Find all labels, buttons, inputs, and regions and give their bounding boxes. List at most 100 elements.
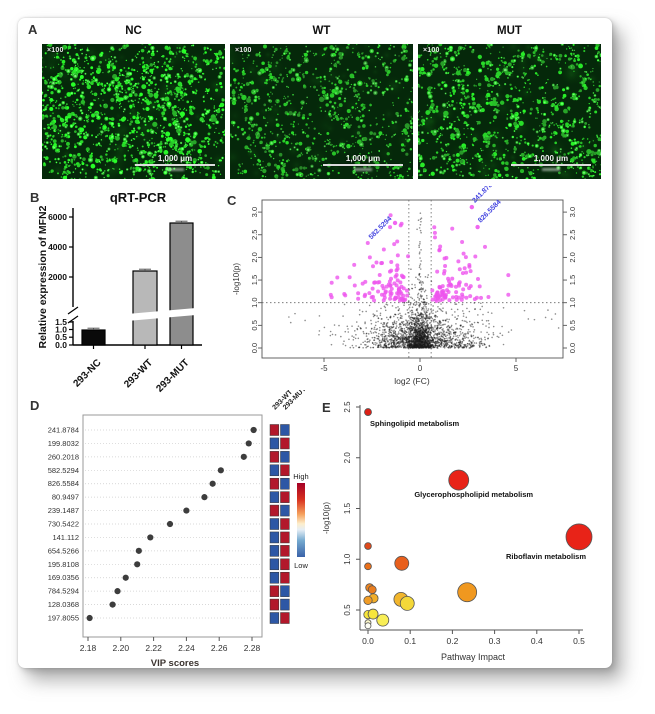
heatmap-cell-wt	[269, 585, 280, 597]
microscopy-image-mut	[418, 44, 601, 179]
y-tick-label: 1.5	[343, 502, 352, 514]
vip-dot	[86, 614, 93, 622]
heatmap-cell-mut	[280, 477, 290, 490]
heatmap-cell-mut	[280, 545, 290, 557]
pathway-label: Glycerophospholipid metabolism	[414, 490, 533, 499]
figure-card: A B C D E NC ×100 1,000 μm WT ×100 1,000…	[18, 18, 612, 668]
panel-d-label: D	[30, 398, 40, 413]
feature-label: 784.5294	[48, 587, 79, 596]
microscopy-image-nc	[42, 44, 225, 179]
panel-e-pathway-plot: 0.0 0.1 0.2 0.3 0.4 0.5 0.5 1.0 1.5 2.0 2.5 Pathway…	[322, 401, 593, 662]
pathway-bubble-sphingolipid	[364, 408, 372, 416]
panel-c-label: C	[227, 193, 237, 208]
feature-label: 169.0356	[48, 573, 79, 582]
microscopy-title-wt: WT	[312, 25, 331, 37]
pathway-bubble-glycerophospholipid	[448, 469, 470, 491]
vip-dot	[166, 520, 174, 528]
heatmap-cell-mut	[280, 424, 290, 436]
scale-bar-subtext	[542, 168, 560, 171]
microscopy-panel-mut: MUT ×100 1,000 μm	[418, 25, 601, 179]
x-category-label: 293-WT	[122, 357, 155, 390]
vip-dot	[250, 426, 257, 434]
heatmap-cell-wt	[269, 464, 280, 477]
axis-break-gap	[70, 307, 76, 321]
heatmap-cell-wt	[269, 451, 280, 463]
microscopy-panel-wt: WT ×100 1,000 μm	[230, 25, 413, 179]
scale-bar: 1,000 μm	[323, 154, 403, 171]
pathway-bubble	[367, 608, 379, 620]
heatmap-cell-wt	[269, 545, 280, 557]
pathway-bubble	[394, 555, 410, 571]
axis-break-band	[80, 308, 196, 325]
magnification-label: ×100	[235, 47, 252, 54]
heatmap-cell-wt	[269, 477, 280, 490]
x-tick-label: 2.26	[211, 643, 228, 653]
microscopy-image-wt	[230, 44, 413, 179]
x-category-label: 293-NC	[71, 357, 103, 389]
vip-dot	[109, 601, 116, 608]
heatmap-cell-mut	[280, 464, 290, 477]
x-tick-label: 0.0	[362, 636, 374, 646]
panel-a-label: A	[28, 22, 38, 37]
y-tick-label: 2.0	[343, 452, 352, 464]
feature-label: 239.1487	[48, 506, 79, 515]
pathway-label: Sphingolipid metabolism	[370, 419, 460, 428]
axis-break-slash	[67, 315, 79, 324]
panel-b-bar-chart: qRT-PCR Relative expression of MFN2 2000 40…	[37, 190, 202, 395]
x-tick-label: 2.22	[145, 643, 162, 653]
scale-bar: 1,000 μm	[135, 154, 215, 171]
legend-high: High	[293, 472, 308, 481]
heatmap-cell-mut	[280, 571, 290, 584]
microscopy-title-mut: MUT	[497, 25, 522, 37]
plot-frame	[82, 414, 263, 638]
magnification-label: ×100	[423, 47, 440, 54]
bar-293-NC	[81, 329, 106, 346]
microscopy-panel-nc: NC ×100 1,000 μm	[42, 25, 225, 179]
pathway-bubble-riboflavin	[565, 523, 593, 551]
feature-label: 195.8108	[48, 560, 79, 569]
pathway-bubble	[457, 582, 478, 603]
feature-label: 260.2018	[48, 452, 79, 461]
y-axis-label: -log10(p)	[322, 502, 331, 534]
x-tick-label: 0.2	[446, 636, 458, 646]
x-tick-label: 0.1	[404, 636, 416, 646]
feature-label: 654.5266	[48, 546, 79, 555]
x-axis-label: VIP scores	[151, 658, 199, 668]
heatmap-cell-mut	[280, 451, 290, 463]
bar-293-WT	[132, 270, 158, 346]
heatmap-cell-mut	[280, 504, 290, 517]
heatmap-cell-wt	[269, 571, 280, 584]
heatmap-cell-wt	[269, 531, 280, 544]
feature-label: 241.8784	[48, 426, 79, 435]
feature-label: 141.112	[52, 533, 79, 542]
y-tick-label: 0.5	[55, 332, 67, 342]
heatmap-cell-wt	[269, 504, 280, 517]
heatmap-cell-mut	[280, 437, 290, 450]
scale-bar-line	[511, 164, 591, 166]
pathway-bubble	[376, 613, 390, 627]
x-tick-label: 0.4	[531, 636, 543, 646]
heatmap-cell-wt	[269, 558, 280, 571]
legend-gradient-bar	[297, 483, 305, 557]
heatmap-cell-mut	[280, 531, 290, 544]
pathway-bubble	[367, 585, 377, 595]
x-tick-label: 2.20	[113, 643, 130, 653]
heatmap-cell-wt	[269, 518, 280, 530]
vip-dot	[134, 561, 141, 568]
y-tick-label: 1.0	[55, 325, 67, 335]
panel-e-label: E	[322, 400, 331, 415]
vip-dot	[135, 547, 142, 554]
x-axis-label: Pathway Impact	[441, 652, 506, 662]
x-tick-label: 2.28	[244, 643, 261, 653]
scale-bar-label: 1,000 μm	[345, 154, 381, 163]
y-tick-label: 6000	[48, 212, 67, 222]
heatmap-cell-wt	[269, 424, 280, 436]
y-tick-label: 0.0	[55, 340, 67, 350]
heatmap-cell-mut	[280, 585, 290, 597]
feature-label: 197.8055	[48, 614, 79, 623]
x-tick-label: 0.5	[573, 636, 585, 646]
vip-dot	[217, 467, 224, 474]
y-tick-label: 1.5	[55, 317, 67, 327]
scale-bar-line	[135, 164, 215, 166]
panel-d-vip-plot: 241.8784 199.8032 260.2018 582.5294 826.5584…	[48, 390, 309, 668]
